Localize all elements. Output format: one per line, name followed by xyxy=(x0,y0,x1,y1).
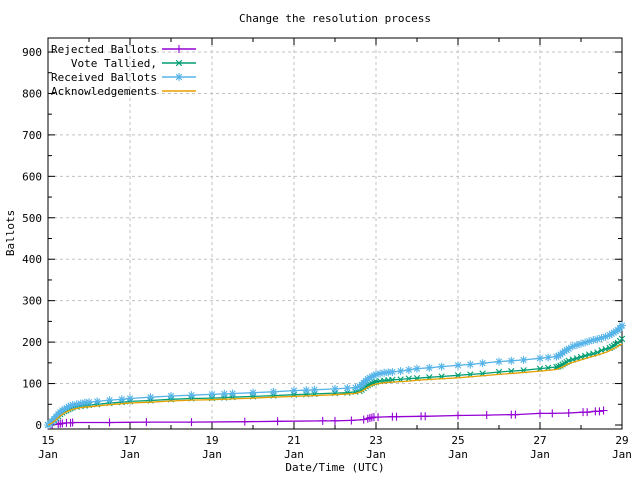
x-tick-label-day: 23 xyxy=(369,434,382,447)
series-markers xyxy=(44,406,608,429)
y-tick-label: 900 xyxy=(22,46,42,59)
plot-border xyxy=(47,37,623,430)
y-tick-label: 200 xyxy=(22,336,42,349)
legend-entry-rejected-ballots: Rejected Ballots xyxy=(51,43,196,56)
legend-label: Rejected Ballots xyxy=(51,43,157,56)
legend-label: Vote Tallied, xyxy=(71,57,157,70)
y-tick-label: 400 xyxy=(22,253,42,266)
x-axis-label: Date/Time (UTC) xyxy=(285,461,384,474)
legend-label: Received Ballots xyxy=(51,71,157,84)
x-tick-label-month: Jan xyxy=(202,448,222,461)
tick-labels: 010020030040050060070080090015Jan17Jan19… xyxy=(22,46,632,461)
legend-entry-received-ballots: Received Ballots xyxy=(51,71,196,84)
x-tick-label-day: 27 xyxy=(533,434,546,447)
x-tick-label-month: Jan xyxy=(284,448,304,461)
series-line xyxy=(47,338,623,426)
x-tick-label-day: 17 xyxy=(123,434,136,447)
legend-sample-marker xyxy=(175,73,183,81)
series-group xyxy=(44,321,626,429)
series-rejected-ballots xyxy=(44,406,608,429)
y-tick-label: 500 xyxy=(22,212,42,225)
legend-sample-marker xyxy=(175,45,183,53)
x-tick-label-month: Jan xyxy=(530,448,550,461)
series-line xyxy=(47,343,623,426)
series-acknowledgements xyxy=(47,343,623,426)
y-tick-label: 800 xyxy=(22,87,42,100)
legend-entry-acknowledgements: Acknowledgements xyxy=(51,85,196,98)
x-tick-label-month: Jan xyxy=(612,448,632,461)
chart-title: Change the resolution process xyxy=(239,12,431,25)
x-tick-label-day: 19 xyxy=(205,434,218,447)
axis-ticks xyxy=(47,38,623,429)
y-tick-label: 300 xyxy=(22,295,42,308)
y-tick-label: 700 xyxy=(22,129,42,142)
legend-entry-vote-tallied: Vote Tallied, xyxy=(71,57,196,70)
y-axis-label: Ballots xyxy=(4,210,17,256)
y-tick-label: 100 xyxy=(22,378,42,391)
x-tick-label-day: 29 xyxy=(615,434,628,447)
x-tick-label-month: Jan xyxy=(366,448,386,461)
x-tick-label-month: Jan xyxy=(38,448,58,461)
legend-label: Acknowledgements xyxy=(51,85,157,98)
x-tick-label-month: Jan xyxy=(120,448,140,461)
x-tick-label-month: Jan xyxy=(448,448,468,461)
plot-area: 010020030040050060070080090015Jan17Jan19… xyxy=(22,37,632,461)
y-tick-label: 0 xyxy=(35,419,42,432)
y-tick-label: 600 xyxy=(22,170,42,183)
legend-sample-marker xyxy=(175,59,183,67)
series-line xyxy=(47,325,623,426)
series-line xyxy=(47,409,604,426)
x-tick-label-day: 25 xyxy=(451,434,464,447)
x-tick-label-day: 21 xyxy=(287,434,300,447)
x-tick-label-day: 15 xyxy=(41,434,54,447)
